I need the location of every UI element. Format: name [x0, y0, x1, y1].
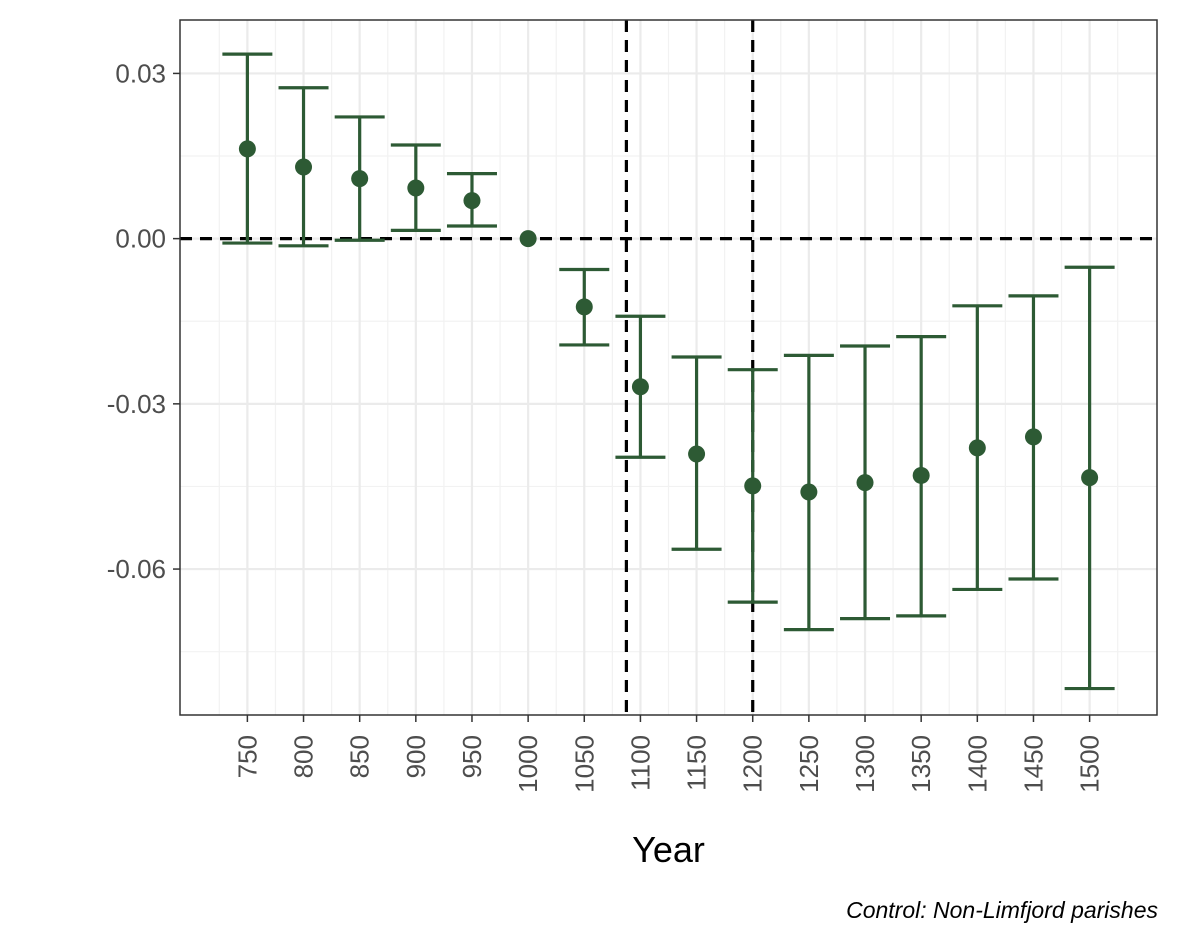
minor-gridlines — [180, 20, 1157, 715]
x-tick-label: 900 — [401, 735, 431, 778]
point-850 — [351, 170, 369, 188]
x-tick-label: 750 — [232, 735, 262, 778]
point-1050 — [575, 298, 593, 316]
point-1150 — [688, 445, 706, 463]
point-1350 — [912, 466, 930, 484]
point-950 — [463, 192, 481, 210]
x-tick-label: 1200 — [738, 735, 768, 793]
x-tick-label: 1100 — [625, 735, 655, 791]
y-tick-label: -0.03 — [107, 389, 166, 419]
x-axis: 750 800 850 900 950 1000 1050 1100 1150 1200 1250 1… — [232, 715, 1105, 793]
x-tick-label: 800 — [289, 735, 319, 778]
point-1500 — [1081, 469, 1099, 487]
reference-lines — [180, 20, 1157, 715]
chart-caption: Control: Non-Limfjord parishes — [846, 897, 1158, 923]
point-1400 — [968, 439, 986, 457]
y-tick-label: 0.00 — [115, 224, 166, 254]
x-tick-label: 950 — [457, 735, 487, 778]
x-tick-label: 1350 — [906, 735, 936, 793]
x-tick-label: 1300 — [850, 735, 880, 793]
point-1450 — [1024, 428, 1042, 446]
x-tick-label: 1000 — [513, 735, 543, 793]
x-tick-label: 1250 — [794, 735, 824, 793]
x-tick-label: 1150 — [682, 735, 712, 791]
plot-border — [179, 19, 1158, 716]
y-axis: 0.03 0.00 -0.03 -0.06 — [107, 58, 180, 584]
x-tick-label: 1050 — [569, 735, 599, 793]
y-tick-label: -0.06 — [107, 554, 166, 584]
data-points — [238, 140, 1099, 501]
x-tick-label: 1450 — [1018, 735, 1048, 793]
point-750 — [238, 140, 256, 158]
error-bars — [222, 52, 1115, 691]
point-800 — [295, 158, 313, 176]
point-1200 — [744, 477, 762, 495]
point-1250 — [800, 483, 818, 501]
x-axis-title: Year — [632, 829, 705, 870]
x-tick-label: 1400 — [962, 735, 992, 793]
y-tick-label: 0.03 — [115, 58, 166, 88]
x-tick-label: 850 — [345, 735, 375, 778]
point-900 — [407, 179, 425, 197]
point-1000 — [519, 230, 537, 248]
point-1300 — [856, 474, 874, 492]
x-tick-label: 1500 — [1075, 735, 1105, 793]
point-1100 — [631, 378, 649, 396]
